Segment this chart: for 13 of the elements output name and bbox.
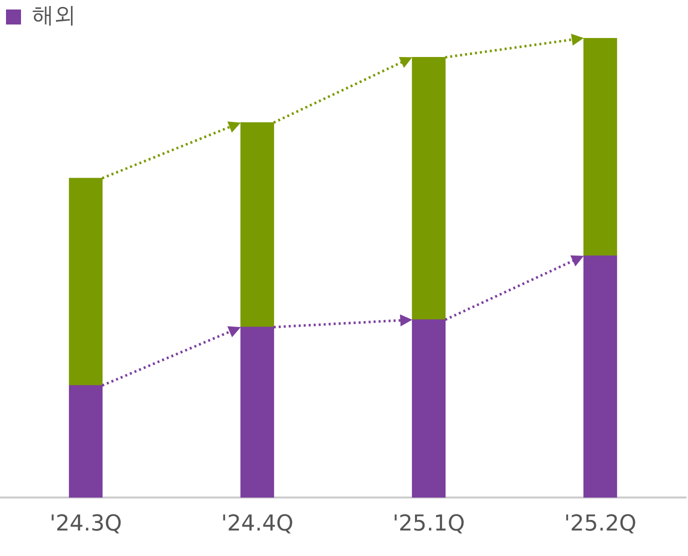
x-tick-label: '25.1Q — [392, 512, 465, 537]
x-tick-label: '24.4Q — [221, 512, 294, 537]
bar — [68, 385, 103, 498]
bar — [240, 122, 274, 328]
x-tick-label: '24.3Q — [50, 512, 122, 537]
bar — [412, 319, 446, 498]
bar — [240, 326, 274, 498]
bar — [583, 256, 618, 498]
bar — [68, 178, 103, 386]
x-tick-label: '25.2Q — [564, 512, 636, 537]
bar — [583, 38, 618, 256]
legend-label: 해외 — [32, 4, 76, 29]
bar — [412, 56, 446, 320]
